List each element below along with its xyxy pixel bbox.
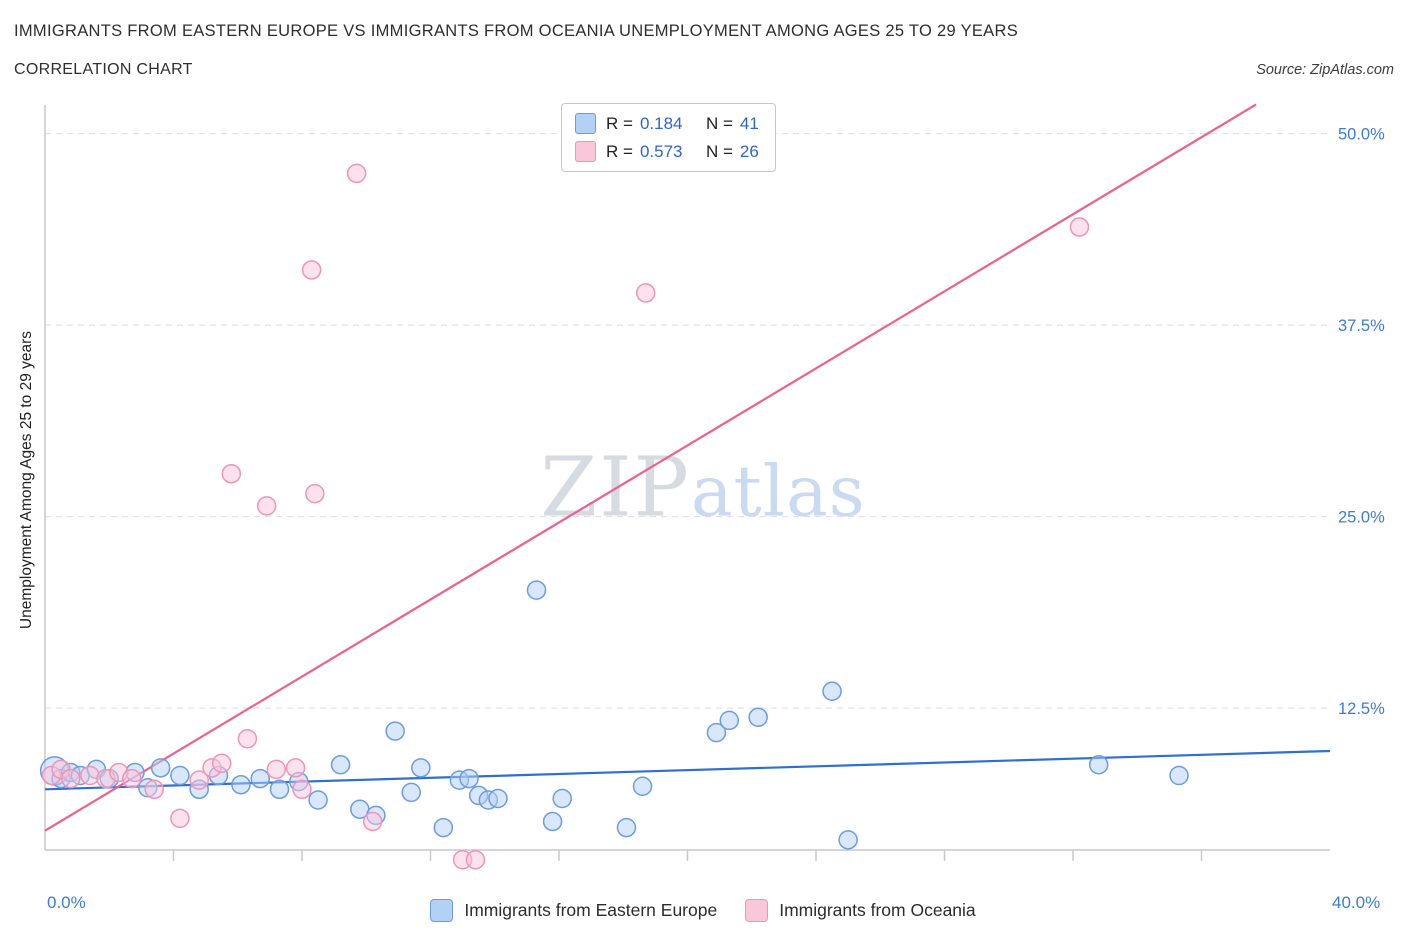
y-axis-label: Unemployment Among Ages 25 to 29 years xyxy=(18,330,35,630)
scatter-point-oceania xyxy=(1069,217,1090,237)
y-tick-label: 37.5% xyxy=(1338,317,1385,335)
scatter-point-oceania xyxy=(256,496,277,516)
r-label: R = xyxy=(606,142,633,161)
legend-row-oceania: R = 0.573 N = 26 xyxy=(575,141,759,162)
n-label: N = xyxy=(705,114,733,133)
scatter-point-oceania xyxy=(170,808,190,829)
scatter-point-eastern-europe xyxy=(459,768,479,789)
oceania-swatch-icon xyxy=(575,141,596,162)
scatter-point-oceania xyxy=(211,753,232,774)
scatter-point-eastern-europe xyxy=(401,782,421,803)
scatter-point-eastern-europe xyxy=(150,758,171,778)
n-label: N = xyxy=(705,142,733,161)
scatter-point-oceania xyxy=(285,758,306,778)
scatter-point-oceania xyxy=(346,163,367,184)
watermark-atlas-text: atlas xyxy=(690,450,866,533)
r-value-eastern-europe: 0.184 xyxy=(639,114,683,133)
scatter-point-eastern-europe xyxy=(231,774,251,795)
correlation-legend-box: R = 0.184 N = 41 R = 0.573 N = 26 xyxy=(561,103,776,172)
scatter-point-eastern-europe xyxy=(269,779,290,800)
scatter-point-oceania xyxy=(60,768,81,789)
scatter-point-oceania xyxy=(635,283,656,303)
scatter-point-eastern-europe xyxy=(822,681,842,701)
scatter-point-oceania xyxy=(189,770,209,790)
trend-line-oceania xyxy=(44,103,1257,832)
scatter-point-eastern-europe xyxy=(552,788,572,809)
scatter-point-oceania xyxy=(305,483,325,504)
scatter-point-oceania xyxy=(221,463,242,484)
legend-row-eastern-europe: R = 0.184 N = 41 xyxy=(575,113,759,134)
scatter-point-eastern-europe xyxy=(330,755,351,775)
legend-item-label: Immigrants from Oceania xyxy=(779,900,976,920)
scatter-point-oceania xyxy=(301,260,322,280)
source-attribution: Source: ZipAtlas.com xyxy=(1256,62,1394,78)
scatter-point-oceania xyxy=(362,811,383,832)
n-value-oceania: 26 xyxy=(739,142,759,161)
scatter-point-oceania xyxy=(266,759,287,780)
eastern-europe-swatch-icon xyxy=(575,113,596,134)
scatter-point-oceania xyxy=(80,765,100,786)
x-tick-label: 0.0% xyxy=(47,893,86,912)
y-tick-label: 50.0% xyxy=(1338,126,1385,144)
scatter-point-eastern-europe xyxy=(1169,765,1189,786)
x-tick-label: 40.0% xyxy=(1332,893,1380,912)
scatter-point-eastern-europe xyxy=(838,830,858,850)
scatter-point-eastern-europe xyxy=(706,722,727,743)
legend-item-oceania: Immigrants from Oceania xyxy=(745,899,976,922)
scatter-point-oceania xyxy=(144,779,164,800)
scatter-point-eastern-europe xyxy=(385,721,405,741)
scatter-point-eastern-europe xyxy=(719,710,740,731)
scatter-point-eastern-europe xyxy=(632,776,653,796)
page-subtitle: CORRELATION CHART xyxy=(14,61,193,78)
scatter-point-eastern-europe xyxy=(411,758,431,778)
legend-item-label: Immigrants from Eastern Europe xyxy=(464,900,718,920)
scatter-point-eastern-europe xyxy=(526,580,547,600)
scatter-point-oceania xyxy=(292,779,312,800)
scatter-point-eastern-europe xyxy=(748,707,768,728)
scatter-point-oceania xyxy=(465,850,486,870)
scatter-point-eastern-europe xyxy=(1088,755,1109,775)
page-title: IMMIGRANTS FROM EASTERN EUROPE VS IMMIGR… xyxy=(14,22,1019,40)
scatter-point-eastern-europe xyxy=(542,811,563,832)
scatter-point-eastern-europe xyxy=(433,817,454,838)
n-value-eastern-europe: 41 xyxy=(739,114,759,133)
oceania-swatch-icon xyxy=(745,899,769,922)
scatter-point-eastern-europe xyxy=(308,790,328,810)
scatter-point-eastern-europe xyxy=(250,768,270,789)
y-tick-label: 12.5% xyxy=(1338,700,1385,718)
scatter-point-eastern-europe xyxy=(616,817,637,838)
scatter-point-oceania xyxy=(237,728,258,749)
r-label: R = xyxy=(606,114,633,133)
series-legend: Immigrants from Eastern Europe Immigrant… xyxy=(0,899,1406,922)
r-value-oceania: 0.573 xyxy=(639,142,683,161)
eastern-europe-swatch-icon xyxy=(430,899,454,922)
scatter-point-eastern-europe xyxy=(170,765,190,786)
scatter-point-eastern-europe xyxy=(488,788,508,809)
y-tick-label: 25.0% xyxy=(1338,509,1385,527)
legend-item-eastern-europe: Immigrants from Eastern Europe xyxy=(430,899,717,922)
scatter-point-oceania xyxy=(121,768,142,789)
